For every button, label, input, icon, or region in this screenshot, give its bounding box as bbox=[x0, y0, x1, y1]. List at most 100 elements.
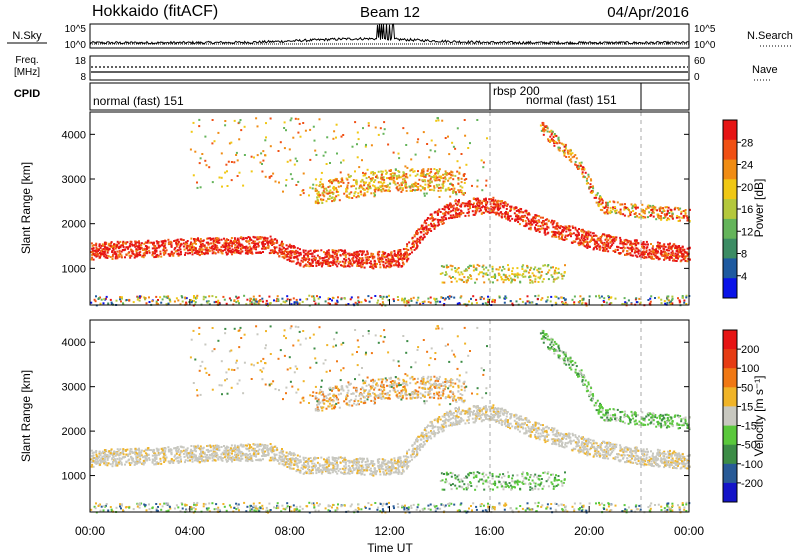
power-cell bbox=[633, 239, 636, 242]
power-cell bbox=[397, 252, 399, 255]
power-cell bbox=[675, 260, 678, 262]
power-cell bbox=[339, 260, 342, 263]
power-cell bbox=[666, 217, 669, 220]
power-cell bbox=[181, 296, 184, 299]
power-cell bbox=[430, 225, 433, 227]
power-cell bbox=[177, 242, 180, 245]
power-cell bbox=[666, 254, 669, 257]
power-cell bbox=[585, 234, 588, 236]
velocity-cell bbox=[281, 460, 284, 463]
power-cell bbox=[315, 154, 318, 156]
power-cell bbox=[550, 133, 553, 136]
noise-sky-trace bbox=[89, 23, 690, 46]
power-cell bbox=[273, 247, 276, 249]
power-cell bbox=[198, 162, 201, 165]
power-cell bbox=[351, 264, 354, 267]
power-cell bbox=[681, 216, 684, 219]
power-cell bbox=[439, 189, 442, 192]
power-cell bbox=[299, 248, 301, 251]
power-cell bbox=[102, 253, 105, 256]
power-cell bbox=[151, 254, 154, 257]
power-cell bbox=[238, 242, 241, 245]
power-cell bbox=[643, 246, 646, 248]
power-cell bbox=[369, 187, 372, 190]
power-cell bbox=[635, 206, 638, 209]
power-cell bbox=[666, 213, 668, 216]
velocity-cell bbox=[443, 416, 446, 419]
power-cell bbox=[327, 197, 330, 200]
power-cell bbox=[449, 183, 452, 185]
power-cell bbox=[205, 252, 208, 255]
power-cell bbox=[547, 231, 550, 234]
power-cell bbox=[655, 252, 658, 255]
power-cell bbox=[571, 156, 574, 159]
power-cell bbox=[454, 174, 457, 177]
power-cell bbox=[214, 244, 217, 247]
power-cell bbox=[634, 206, 637, 209]
velocity-cell bbox=[151, 454, 154, 457]
power-cell bbox=[461, 273, 464, 276]
power-cell bbox=[532, 218, 534, 221]
power-cell bbox=[290, 252, 293, 255]
power-cell bbox=[130, 254, 132, 257]
power-cell bbox=[640, 214, 643, 217]
power-cell bbox=[340, 185, 342, 188]
power-cell bbox=[460, 181, 463, 184]
power-cell bbox=[521, 268, 524, 270]
power-cell bbox=[111, 258, 114, 260]
power-cell bbox=[597, 237, 600, 240]
power-cell bbox=[581, 233, 584, 236]
station-title: Hokkaido (fitACF) bbox=[92, 3, 218, 20]
power-cell bbox=[137, 296, 140, 299]
power-cell bbox=[387, 260, 390, 263]
power-cell bbox=[463, 178, 466, 181]
power-cell bbox=[538, 215, 541, 218]
power-cell bbox=[541, 123, 544, 126]
velocity-cell bbox=[103, 450, 106, 453]
power-cell bbox=[504, 276, 507, 278]
power-cell bbox=[277, 150, 280, 152]
power-cell bbox=[282, 300, 285, 303]
power-cell bbox=[292, 136, 295, 139]
power-cell bbox=[365, 187, 368, 190]
power-cell bbox=[280, 253, 283, 255]
power-cell bbox=[662, 209, 665, 212]
y-tick-label: 3000 bbox=[62, 174, 86, 186]
power-cell bbox=[403, 254, 406, 257]
power-cell bbox=[583, 230, 586, 233]
power-cell bbox=[524, 209, 527, 212]
power-cell bbox=[324, 261, 327, 264]
power-cell bbox=[373, 259, 376, 262]
power-cell bbox=[435, 177, 438, 180]
power-cell bbox=[381, 170, 384, 173]
power-cell bbox=[533, 268, 536, 271]
power-cell bbox=[308, 265, 311, 268]
power-cell bbox=[444, 297, 447, 300]
power-cell bbox=[338, 199, 341, 202]
power-cell bbox=[292, 260, 295, 263]
power-cell bbox=[233, 119, 236, 122]
power-cell bbox=[329, 179, 332, 181]
power-cell bbox=[405, 255, 408, 258]
power-cell bbox=[238, 121, 241, 124]
power-cell bbox=[427, 297, 430, 300]
power-cell bbox=[634, 254, 637, 257]
power-cell bbox=[384, 185, 387, 188]
power-cell bbox=[646, 253, 649, 256]
power-cell bbox=[276, 299, 279, 302]
power-cell bbox=[317, 260, 320, 263]
power-cell bbox=[475, 209, 478, 212]
cpid-panel: CPID normal (fast) 151 rbsp 200 normal (… bbox=[14, 82, 690, 111]
power-cell bbox=[603, 249, 606, 252]
power-cell bbox=[410, 158, 413, 161]
power-cell bbox=[585, 231, 588, 234]
power-cell bbox=[438, 183, 441, 186]
power-cell bbox=[451, 276, 454, 278]
power-cell bbox=[619, 203, 622, 206]
power-cell bbox=[442, 218, 445, 221]
power-cell bbox=[551, 219, 553, 222]
power-cell bbox=[211, 295, 214, 298]
power-cell bbox=[93, 298, 96, 301]
power-cell bbox=[230, 240, 232, 243]
power-cell bbox=[610, 302, 613, 304]
